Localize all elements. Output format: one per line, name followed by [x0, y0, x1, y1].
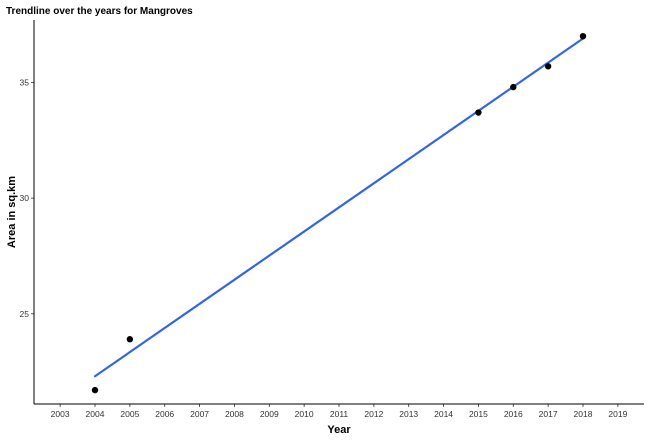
x-tick-label: 2017: [539, 409, 558, 419]
x-tick-label: 2007: [190, 409, 209, 419]
trendline: [93, 37, 585, 378]
x-tick-label: 2011: [330, 409, 349, 419]
trendline-layer: [93, 37, 585, 378]
x-tick-label: 2003: [51, 409, 70, 419]
x-tick-label: 2010: [295, 409, 314, 419]
x-tick-label: 2015: [469, 409, 488, 419]
x-axis-title: Year: [327, 424, 351, 436]
x-tick-label: 2009: [260, 409, 279, 419]
x-tick-label: 2008: [225, 409, 244, 419]
x-tick-label: 2004: [86, 409, 105, 419]
data-point: [126, 336, 134, 343]
chart-title: Trendline over the years for Mangroves: [6, 6, 193, 17]
data-point: [579, 32, 587, 40]
x-tick-label: 2005: [120, 409, 139, 419]
points-layer: [91, 32, 587, 394]
y-tick-label: 25: [20, 309, 30, 319]
x-tick-label: 2016: [504, 409, 523, 419]
data-point: [91, 386, 99, 394]
x-tick-label: 2012: [364, 409, 383, 419]
x-tick-label: 2018: [574, 409, 593, 419]
ticks-layer: 2003 2004 2005 2006 2007 2008 2009 2010 2011 2012…: [20, 77, 628, 419]
x-tick-label: 2019: [608, 409, 627, 419]
data-point: [510, 83, 517, 91]
x-tick-label: 2014: [434, 409, 453, 419]
x-tick-label: 2013: [399, 409, 418, 419]
data-point: [544, 63, 552, 70]
y-tick-label: 35: [20, 77, 30, 87]
y-axis-title: Area in sq.km: [6, 176, 18, 248]
x-tick-label: 2006: [155, 409, 174, 419]
y-tick-label: 30: [20, 193, 30, 203]
data-point: [475, 109, 482, 116]
